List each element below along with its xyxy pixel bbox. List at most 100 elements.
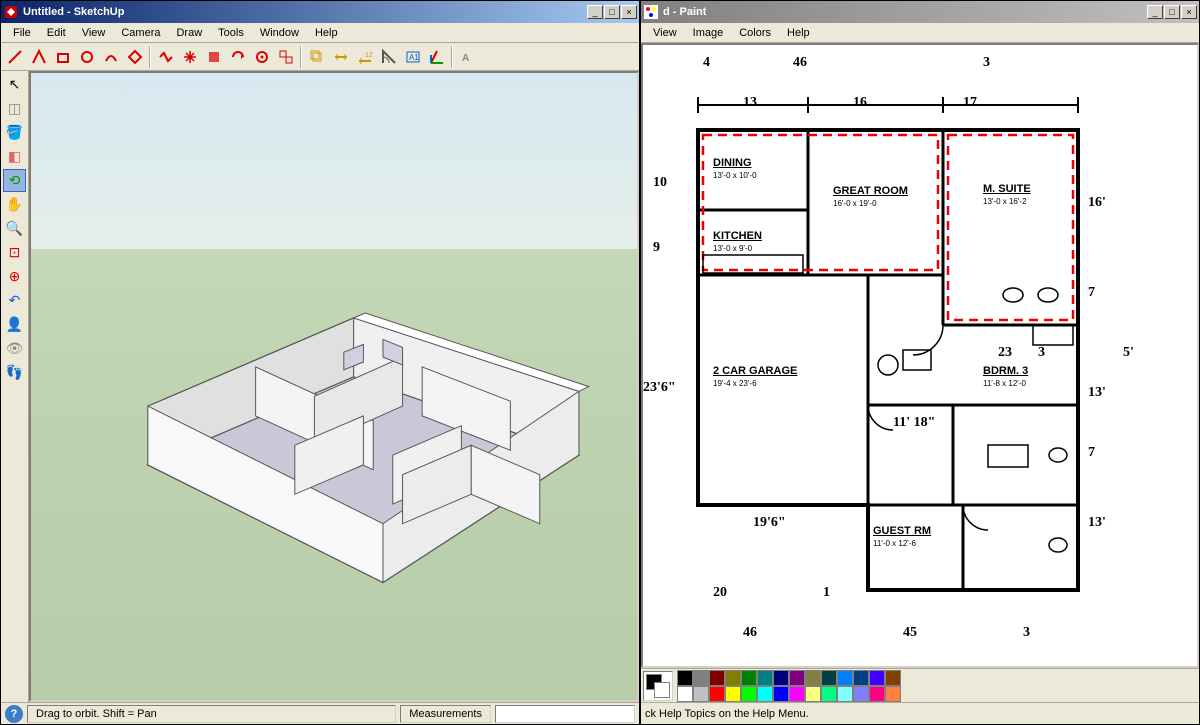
circle-tool-icon[interactable]	[51, 45, 74, 68]
offset-tool-icon[interactable]	[274, 45, 297, 68]
menu-tools[interactable]: Tools	[210, 25, 252, 41]
palette-swatch[interactable]	[805, 670, 821, 686]
previous-icon[interactable]: ↶	[3, 289, 26, 312]
dimension-icon[interactable]	[329, 45, 352, 68]
paint-canvas-area[interactable]: DINING 13'-0 x 10'-0 GREAT ROOM 16'-0 x 19'…	[641, 43, 1199, 668]
palette-swatch[interactable]	[757, 670, 773, 686]
palette-swatch[interactable]	[677, 686, 693, 702]
protractor-icon[interactable]: 12	[353, 45, 376, 68]
palette-swatch[interactable]	[789, 686, 805, 702]
handwritten-annotation: 45	[903, 625, 917, 641]
menu-draw[interactable]: Draw	[168, 25, 210, 41]
eraser-icon[interactable]: ◧	[3, 145, 26, 168]
menu-file[interactable]: File	[5, 25, 39, 41]
axes-tool-icon[interactable]: A1	[401, 45, 424, 68]
handwritten-annotation: 13	[743, 95, 757, 111]
room-label: DINING	[713, 157, 752, 169]
move-tool-icon[interactable]	[154, 45, 177, 68]
zoom-icon[interactable]: 🔍	[3, 217, 26, 240]
paint-menu-colors[interactable]: Colors	[731, 25, 779, 41]
palette-swatch[interactable]	[853, 686, 869, 702]
palette-swatch[interactable]	[837, 686, 853, 702]
rectangle-tool-icon[interactable]	[27, 45, 50, 68]
palette-swatch[interactable]	[853, 670, 869, 686]
handwritten-annotation: 16'	[1088, 195, 1106, 211]
palette-swatch[interactable]	[693, 686, 709, 702]
handwritten-annotation: 46	[743, 625, 757, 641]
palette-swatch[interactable]	[773, 686, 789, 702]
palette-swatch[interactable]	[709, 686, 725, 702]
menu-edit[interactable]: Edit	[39, 25, 74, 41]
sketchup-titlebar[interactable]: Untitled - SketchUp _ □ ×	[1, 1, 639, 23]
sketchup-title: Untitled - SketchUp	[23, 6, 587, 18]
arc-tool-icon[interactable]	[75, 45, 98, 68]
palette-swatch[interactable]	[805, 686, 821, 702]
measurements-input[interactable]	[495, 705, 635, 723]
freehand-tool-icon[interactable]	[123, 45, 146, 68]
menu-camera[interactable]: Camera	[113, 25, 168, 41]
palette-swatch[interactable]	[725, 670, 741, 686]
tape-measure-icon[interactable]	[305, 45, 328, 68]
paint-menu-help[interactable]: Help	[779, 25, 818, 41]
paint-close-button[interactable]: ×	[1181, 5, 1197, 19]
palette-swatch[interactable]	[693, 670, 709, 686]
palette-swatch[interactable]	[869, 670, 885, 686]
sketchup-viewport[interactable]	[29, 71, 639, 702]
pushpull-tool-icon[interactable]	[178, 45, 201, 68]
paint-app-icon	[643, 4, 659, 20]
pan-icon[interactable]: ✋	[3, 193, 26, 216]
maximize-button[interactable]: □	[604, 5, 620, 19]
handwritten-annotation: 4	[703, 55, 710, 71]
help-icon[interactable]: ?	[5, 705, 23, 723]
polygon-tool-icon[interactable]	[99, 45, 122, 68]
menu-window[interactable]: Window	[252, 25, 307, 41]
zoom-extents-icon[interactable]: ⊕	[3, 265, 26, 288]
rotate-tool-icon[interactable]	[202, 45, 225, 68]
select-tool-icon[interactable]: ↖	[3, 73, 26, 96]
measurements-label: Measurements	[400, 705, 491, 723]
palette-swatch[interactable]	[741, 670, 757, 686]
room-dimension: 16'-0 x 19'-0	[833, 199, 877, 208]
palette-swatch[interactable]	[677, 670, 693, 686]
palette-swatch[interactable]	[773, 670, 789, 686]
paint-minimize-button[interactable]: _	[1147, 5, 1163, 19]
room-label: M. SUITE	[983, 183, 1031, 195]
current-colors-icon[interactable]	[643, 671, 673, 701]
component-icon[interactable]: ◫	[3, 97, 26, 120]
paint-titlebar[interactable]: d - Paint _ □ ×	[641, 1, 1199, 23]
palette-swatch[interactable]	[821, 686, 837, 702]
follow-me-icon[interactable]	[226, 45, 249, 68]
room-label: GREAT ROOM	[833, 185, 908, 197]
handwritten-annotation: 13'	[1088, 515, 1106, 531]
palette-swatch[interactable]	[821, 670, 837, 686]
palette-swatch[interactable]	[869, 686, 885, 702]
walk-icon[interactable]: 👣	[3, 361, 26, 384]
scale-tool-icon[interactable]	[250, 45, 273, 68]
section-plane-icon[interactable]: A	[456, 45, 479, 68]
text-tool-icon[interactable]	[377, 45, 400, 68]
minimize-button[interactable]: _	[587, 5, 603, 19]
palette-swatch[interactable]	[757, 686, 773, 702]
zoom-window-icon[interactable]: ⊡	[3, 241, 26, 264]
menu-view[interactable]: View	[74, 25, 114, 41]
paint-menu-view[interactable]: View	[645, 25, 685, 41]
palette-swatch[interactable]	[885, 670, 901, 686]
close-button[interactable]: ×	[621, 5, 637, 19]
palette-swatch[interactable]	[741, 686, 757, 702]
paint-maximize-button[interactable]: □	[1164, 5, 1180, 19]
menu-help[interactable]: Help	[307, 25, 346, 41]
paint-menu-image[interactable]: Image	[685, 25, 732, 41]
room-dimension: 13'-0 x 10'-0	[713, 171, 757, 180]
position-camera-icon[interactable]: 👤	[3, 313, 26, 336]
line-tool-icon[interactable]	[3, 45, 26, 68]
palette-swatch[interactable]	[837, 670, 853, 686]
palette-swatch[interactable]	[709, 670, 725, 686]
palette-swatch[interactable]	[885, 686, 901, 702]
handwritten-annotation: 9	[653, 240, 660, 256]
palette-swatch[interactable]	[789, 670, 805, 686]
look-around-icon[interactable]: 👁	[3, 337, 26, 360]
3dtext-tool-icon[interactable]	[425, 45, 448, 68]
orbit-icon[interactable]: ⟲	[3, 169, 26, 192]
paint-bucket-icon[interactable]: 🪣	[3, 121, 26, 144]
palette-swatch[interactable]	[725, 686, 741, 702]
